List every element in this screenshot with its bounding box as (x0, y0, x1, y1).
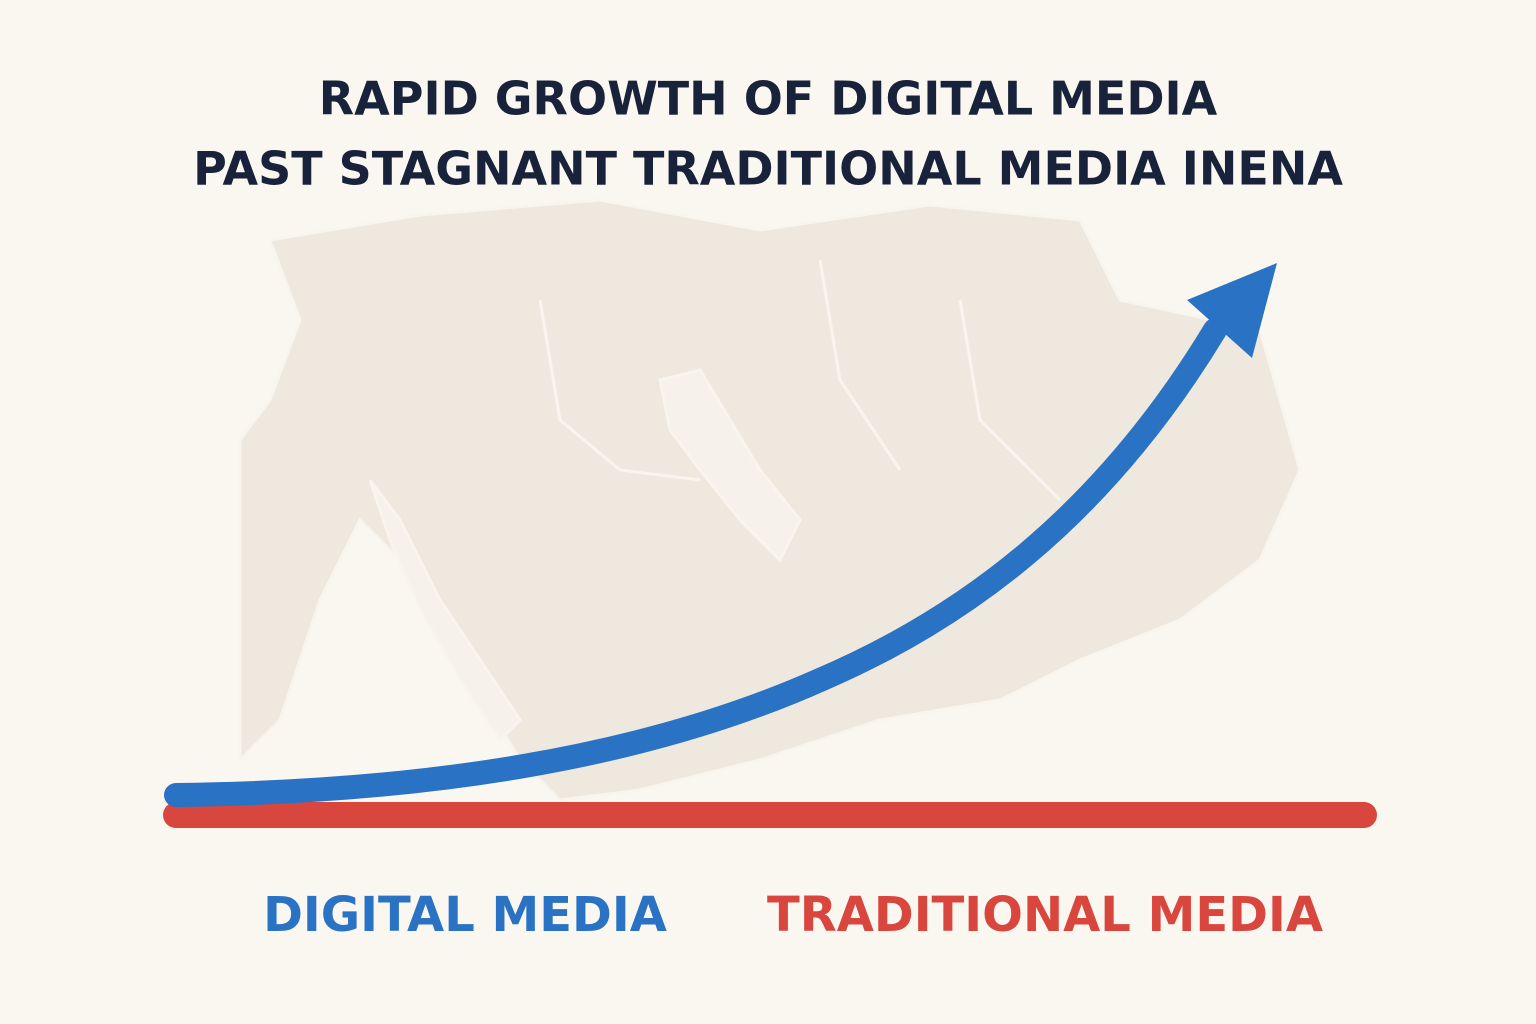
legend-label: TRADITIONAL MEDIA (767, 887, 1323, 943)
digital-media-line (164, 318, 1227, 807)
map-borders (538, 259, 1062, 502)
chart-title: PAST STAGNANT TRADITIONAL MEDIA INENA (193, 142, 1343, 196)
legend-label: DIGITAL MEDIA (263, 887, 667, 943)
map-gulf (658, 368, 802, 563)
chart-title: RAPID GROWTH OF DIGITAL MEDIA (319, 72, 1218, 126)
map-background (238, 198, 1302, 802)
map-sea (368, 479, 522, 743)
arrow-head (1187, 263, 1277, 358)
